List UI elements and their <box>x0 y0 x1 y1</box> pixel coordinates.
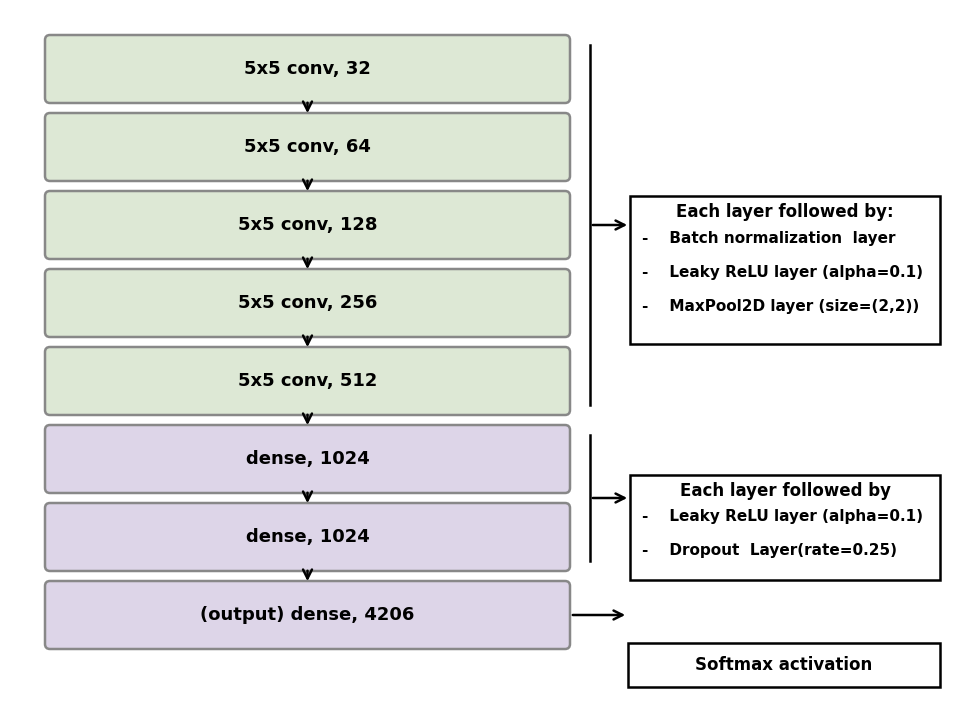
FancyBboxPatch shape <box>45 191 570 259</box>
Text: 5x5 conv, 256: 5x5 conv, 256 <box>238 294 377 312</box>
FancyBboxPatch shape <box>45 581 570 649</box>
Text: 5x5 conv, 512: 5x5 conv, 512 <box>238 372 377 390</box>
FancyBboxPatch shape <box>45 503 570 571</box>
Text: Each layer followed by:: Each layer followed by: <box>676 203 894 221</box>
Text: -    Leaky ReLU layer (alpha=0.1): - Leaky ReLU layer (alpha=0.1) <box>642 509 923 524</box>
FancyBboxPatch shape <box>45 35 570 103</box>
FancyBboxPatch shape <box>45 425 570 493</box>
Text: -    Dropout  Layer(rate=0.25): - Dropout Layer(rate=0.25) <box>642 543 897 558</box>
FancyBboxPatch shape <box>628 643 940 687</box>
FancyBboxPatch shape <box>45 347 570 415</box>
Text: 5x5 conv, 32: 5x5 conv, 32 <box>244 60 371 78</box>
Text: (output) dense, 4206: (output) dense, 4206 <box>201 606 415 624</box>
Text: -    MaxPool2D layer (size=(2,2)): - MaxPool2D layer (size=(2,2)) <box>642 299 920 313</box>
Text: Each layer followed by: Each layer followed by <box>680 482 891 500</box>
Text: dense, 1024: dense, 1024 <box>246 450 370 468</box>
Text: Softmax activation: Softmax activation <box>695 656 873 674</box>
Text: -    Leaky ReLU layer (alpha=0.1): - Leaky ReLU layer (alpha=0.1) <box>642 264 923 279</box>
Text: dense, 1024: dense, 1024 <box>246 528 370 546</box>
FancyBboxPatch shape <box>45 113 570 181</box>
Text: 5x5 conv, 64: 5x5 conv, 64 <box>244 138 371 156</box>
FancyBboxPatch shape <box>630 196 940 344</box>
Text: -    Batch normalization  layer: - Batch normalization layer <box>642 230 896 246</box>
FancyBboxPatch shape <box>630 474 940 580</box>
FancyBboxPatch shape <box>45 269 570 337</box>
Text: 5x5 conv, 128: 5x5 conv, 128 <box>238 216 377 234</box>
